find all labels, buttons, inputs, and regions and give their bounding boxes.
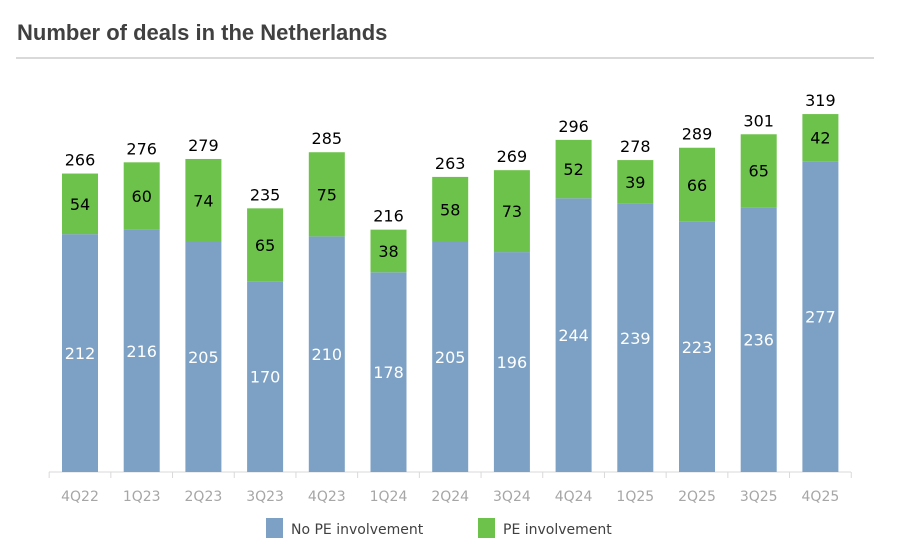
data-label-pe: 75 [317, 185, 337, 204]
bar-no-pe [62, 234, 98, 472]
bar-pe [123, 162, 160, 230]
x-tick-label: 1Q24 [370, 489, 408, 505]
x-tick-label: 1Q25 [616, 489, 654, 505]
data-label-pe: 52 [563, 160, 583, 179]
bar-no-pe [185, 241, 222, 472]
total-label: 235 [250, 185, 281, 204]
bar-pe [617, 160, 654, 204]
data-label-no-pe: 212 [65, 344, 96, 363]
total-label: 276 [126, 139, 157, 158]
legend-swatch [266, 518, 283, 538]
total-label: 278 [620, 137, 651, 156]
x-tick-label: 1Q23 [123, 489, 161, 505]
legend-label: No PE involvement [291, 522, 424, 538]
data-label-no-pe: 239 [620, 329, 651, 348]
bar-pe [679, 147, 715, 222]
bar-pe [185, 158, 222, 242]
x-tick-label: 4Q22 [61, 489, 99, 505]
legend-label: PE involvement [503, 522, 612, 538]
data-label-pe: 42 [810, 129, 830, 148]
bar-no-pe [617, 203, 654, 473]
x-tick-label: 2Q25 [678, 489, 716, 505]
bar-pe [493, 170, 530, 253]
chart-title: Number of deals in the Netherlands [17, 20, 388, 45]
data-label-pe: 65 [749, 162, 769, 181]
x-tick-label: 2Q23 [185, 489, 223, 505]
data-label-pe: 58 [440, 200, 460, 219]
bar-no-pe [123, 229, 160, 472]
total-label: 319 [805, 91, 836, 110]
title-divider [16, 57, 874, 59]
data-label-no-pe: 223 [682, 338, 713, 357]
data-label-no-pe: 170 [250, 368, 281, 387]
x-tick-label: 4Q23 [308, 489, 346, 505]
data-label-no-pe: 178 [373, 363, 404, 382]
bar-no-pe [740, 207, 777, 472]
bar-pe [740, 134, 777, 208]
bar-pe [432, 176, 469, 242]
data-label-pe: 38 [378, 242, 398, 261]
x-tick-label: 4Q24 [555, 489, 593, 505]
bar-no-pe [308, 236, 345, 472]
bar-no-pe [493, 252, 530, 472]
data-label-pe: 60 [132, 187, 152, 206]
x-tick-label: 3Q23 [246, 489, 284, 505]
bar-pe [555, 139, 592, 199]
total-label: 296 [558, 117, 589, 136]
total-label: 279 [188, 136, 219, 155]
total-label: 285 [312, 129, 343, 148]
data-label-no-pe: 205 [188, 348, 219, 367]
x-tick-label: 2Q24 [431, 489, 469, 505]
data-label-pe: 73 [502, 202, 522, 221]
bar-pe [308, 152, 345, 237]
x-tick-label: 3Q25 [740, 489, 778, 505]
data-label-no-pe: 205 [435, 348, 466, 367]
data-label-no-pe: 244 [558, 326, 589, 345]
data-label-pe: 65 [255, 236, 275, 255]
data-label-no-pe: 216 [126, 342, 157, 361]
total-label: 263 [435, 154, 466, 173]
bar-no-pe [247, 281, 284, 472]
data-label-pe: 66 [687, 176, 707, 195]
bar-no-pe [432, 241, 469, 472]
data-label-no-pe: 196 [497, 353, 528, 372]
total-label: 301 [743, 111, 774, 130]
bar-pe [370, 229, 407, 273]
data-label-no-pe: 277 [805, 308, 836, 327]
bar-pe [247, 208, 284, 282]
total-label: 269 [497, 147, 528, 166]
bar-no-pe [679, 221, 715, 472]
total-label: 216 [373, 207, 404, 226]
x-tick-label: 3Q24 [493, 489, 531, 505]
data-label-no-pe: 236 [743, 331, 774, 350]
x-tick-label: 4Q25 [802, 489, 840, 505]
bar-pe [62, 173, 98, 235]
legend-swatch [478, 518, 495, 538]
bar-pe [802, 114, 839, 162]
bar-no-pe [802, 161, 839, 472]
data-label-no-pe: 210 [312, 345, 343, 364]
total-label: 266 [65, 151, 96, 170]
data-label-pe: 54 [70, 195, 90, 214]
data-label-pe: 39 [625, 173, 645, 192]
total-label: 289 [682, 125, 713, 144]
data-label-pe: 74 [193, 191, 213, 210]
bar-no-pe [555, 198, 592, 472]
bar-no-pe [370, 272, 407, 472]
